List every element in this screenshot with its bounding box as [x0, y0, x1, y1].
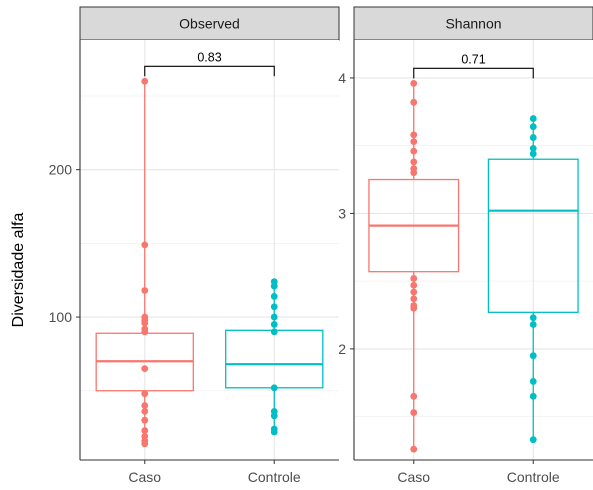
data-point — [410, 131, 418, 139]
data-point — [141, 440, 149, 448]
data-point — [270, 293, 278, 300]
box-iqr — [487, 158, 579, 313]
data-point — [270, 282, 278, 290]
data-point — [410, 409, 418, 416]
data-point — [141, 416, 149, 424]
data-point — [270, 313, 278, 321]
data-point — [529, 378, 537, 385]
data-point — [141, 407, 149, 415]
data-point — [270, 303, 278, 311]
y-tick-label: 100 — [49, 309, 73, 325]
y-tick-label: 4 — [338, 70, 346, 86]
data-point — [410, 288, 418, 296]
box-controle — [225, 278, 324, 436]
x-tick-label: Caso — [397, 469, 430, 485]
strip-background — [79, 6, 340, 41]
y-tick-label: 3 — [338, 205, 346, 221]
data-point — [410, 147, 418, 155]
data-point — [141, 427, 149, 434]
data-point — [141, 241, 149, 249]
data-point — [529, 123, 537, 131]
pvalue-label: 0.71 — [461, 52, 485, 66]
data-point — [529, 352, 537, 360]
data-point — [410, 281, 418, 289]
y-axis-title: Diversidade alfa — [10, 213, 27, 328]
box-caso — [95, 77, 194, 448]
data-point — [141, 77, 149, 85]
data-point — [410, 275, 418, 282]
data-point — [410, 445, 418, 453]
data-point — [410, 138, 418, 146]
data-point — [529, 144, 537, 152]
data-point — [410, 304, 418, 312]
strip-title: Shannon — [445, 16, 501, 32]
y-tick-label: 200 — [49, 162, 73, 178]
plot-background — [80, 40, 339, 460]
data-point — [529, 314, 537, 322]
plot-background — [354, 40, 593, 460]
data-point — [410, 392, 418, 400]
data-point — [270, 384, 278, 392]
data-point — [529, 134, 537, 141]
panel-shannon: Shannon 0.71 2 3 4 Caso Controle — [338, 6, 593, 485]
data-point — [529, 436, 537, 444]
data-point — [410, 169, 418, 177]
data-point — [270, 321, 278, 328]
data-point — [141, 319, 149, 327]
panel-observed: Observed 0.83 100 200 Caso Controle — [49, 6, 340, 485]
data-point — [410, 98, 418, 106]
data-point — [410, 79, 418, 87]
x-tick-label: Controle — [507, 469, 560, 485]
data-point — [141, 287, 149, 294]
data-point — [270, 328, 278, 336]
data-point — [529, 150, 537, 158]
y-tick-label: 2 — [338, 341, 346, 357]
pvalue-bracket — [144, 65, 275, 77]
data-point — [529, 115, 537, 122]
data-point — [270, 412, 278, 420]
pvalue-bracket — [413, 67, 534, 79]
strip-title: Observed — [179, 16, 240, 32]
pvalue-label: 0.83 — [197, 50, 221, 64]
data-point — [141, 328, 149, 336]
data-point — [141, 402, 149, 409]
data-point — [529, 321, 537, 328]
data-point — [529, 392, 537, 400]
box-controle — [487, 115, 579, 444]
data-point — [410, 158, 418, 166]
x-tick-label: Caso — [128, 469, 161, 485]
data-point — [410, 295, 418, 303]
x-tick-label: Controle — [248, 469, 301, 485]
box-caso — [368, 79, 460, 453]
data-point — [141, 390, 149, 398]
data-point — [141, 365, 149, 373]
data-point — [270, 428, 278, 436]
